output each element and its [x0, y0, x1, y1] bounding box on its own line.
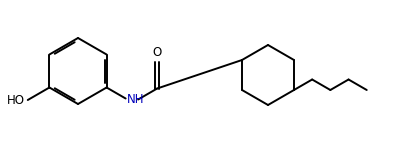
Text: O: O	[152, 46, 162, 59]
Text: HO: HO	[7, 93, 25, 106]
Text: NH: NH	[127, 93, 144, 106]
